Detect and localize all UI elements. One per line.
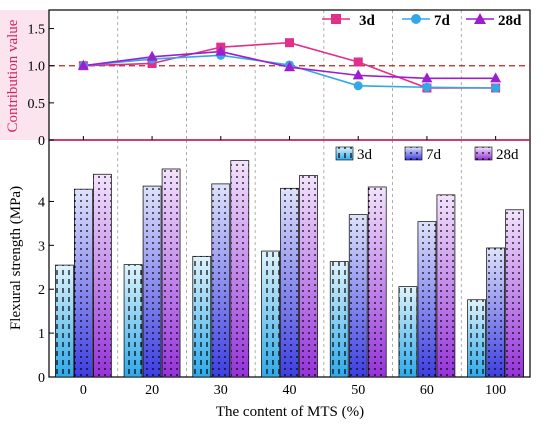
y-tick-label-top: 0: [38, 134, 45, 149]
bar-pattern-28d: [93, 174, 112, 377]
x-tick-label: 0: [80, 383, 87, 398]
y-tick-label-bottom: 4: [38, 195, 45, 210]
bar-pattern-28d: [505, 209, 524, 377]
bar-pattern-28d: [299, 175, 318, 377]
x-tick-label: 60: [420, 383, 434, 398]
point-3d-40: [285, 38, 294, 48]
legend-label-3d-line: 3d: [359, 13, 376, 29]
bar-pattern-3d: [398, 286, 417, 377]
point-28d-40: [284, 61, 295, 72]
legend-circle-marker: [411, 14, 421, 24]
x-tick-label: 30: [214, 383, 228, 398]
bottom-legend: 3d 7d 28d: [335, 146, 519, 163]
legend-item-28d-bar: 28d: [474, 146, 519, 163]
x-tick-label: 50: [351, 383, 365, 398]
bottom-y-ticks: 0 1 2 3 4: [38, 195, 54, 386]
point-7d-50: [353, 81, 363, 91]
bar-pattern-7d: [417, 221, 436, 377]
bar-pattern-3d: [467, 299, 486, 377]
top-y-axis-title: Contribution value: [5, 19, 21, 132]
legend-item-7d-bar: 7d: [404, 146, 442, 163]
y-tick-label-bottom: 2: [38, 283, 45, 298]
bar-pattern-3d: [124, 264, 143, 377]
bar-pattern-3d: [330, 261, 349, 377]
legend-item-28d-line: 28d: [466, 13, 522, 29]
point-7d-100: [491, 83, 501, 93]
legend-square-marker: [331, 14, 341, 24]
x-tick-label: 20: [145, 383, 159, 398]
bar-pattern-7d: [349, 214, 368, 377]
legend-item-3d-bar: 3d: [335, 146, 373, 163]
point-7d-60: [422, 82, 432, 92]
legend-item-3d-line: 3d: [322, 13, 376, 29]
x-axis-title: The content of MTS (%): [216, 404, 364, 420]
bar-pattern-7d: [74, 189, 93, 377]
lines: [77, 38, 502, 93]
point-28d-0: [77, 59, 89, 70]
legend-label-28d-bar: 28d: [496, 147, 519, 163]
bars: [55, 160, 524, 378]
y-tick-label-top: 1.5: [28, 23, 46, 38]
y-tick-label-top: 0.5: [28, 97, 46, 112]
legend-label-3d-bar: 3d: [357, 147, 373, 163]
bar-pattern-28d: [436, 194, 455, 377]
bar-pattern-3d: [55, 265, 74, 377]
point-28d-20: [146, 50, 158, 61]
top-y-ticks: 0 0.5 1.0 1.5: [28, 23, 54, 149]
top-plot-frame: [48, 9, 531, 141]
top-legend: 3d 7d 28d: [322, 13, 522, 29]
legend-label-7d-bar: 7d: [426, 147, 442, 163]
point-28d-60: [421, 72, 433, 83]
x-tick-label: 40: [283, 383, 297, 398]
top-grid: [117, 10, 462, 140]
x-tick-label: 100: [485, 383, 506, 398]
bar-pattern-28d: [162, 168, 181, 377]
axis-strip-top: [0, 10, 49, 140]
bar-pattern-3d: [261, 251, 280, 377]
bottom-y-axis-title: Flexural strength (MPa): [8, 186, 24, 330]
legend-label-28d-line: 28d: [498, 13, 522, 29]
bar-pattern-7d: [143, 186, 162, 377]
y-tick-label-top: 1.0: [28, 60, 46, 75]
bar-pattern-7d: [486, 247, 505, 377]
bar-pattern-7d: [211, 183, 230, 377]
bar-pattern-28d: [368, 186, 387, 377]
legend-item-7d-line: 7d: [402, 13, 451, 29]
bar-pattern-3d: [192, 256, 211, 377]
y-tick-label-bottom: 1: [38, 327, 45, 342]
point-3d-50: [353, 57, 363, 67]
series-line-7d: [83, 54, 496, 89]
point-28d-30: [215, 45, 227, 56]
legend-triangle-marker: [474, 13, 486, 24]
legend-label-7d-line: 7d: [434, 13, 451, 29]
y-tick-label-bottom: 0: [38, 371, 45, 386]
y-tick-label-bottom: 3: [38, 239, 45, 254]
point-28d-50: [352, 69, 364, 80]
bar-pattern-7d: [280, 188, 299, 377]
point-28d-100: [490, 72, 502, 83]
bar-pattern-28d: [230, 160, 249, 377]
